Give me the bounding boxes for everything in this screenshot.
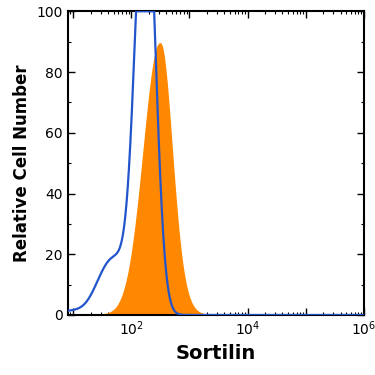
X-axis label: Sortilin: Sortilin	[176, 344, 256, 363]
Y-axis label: Relative Cell Number: Relative Cell Number	[13, 64, 31, 262]
